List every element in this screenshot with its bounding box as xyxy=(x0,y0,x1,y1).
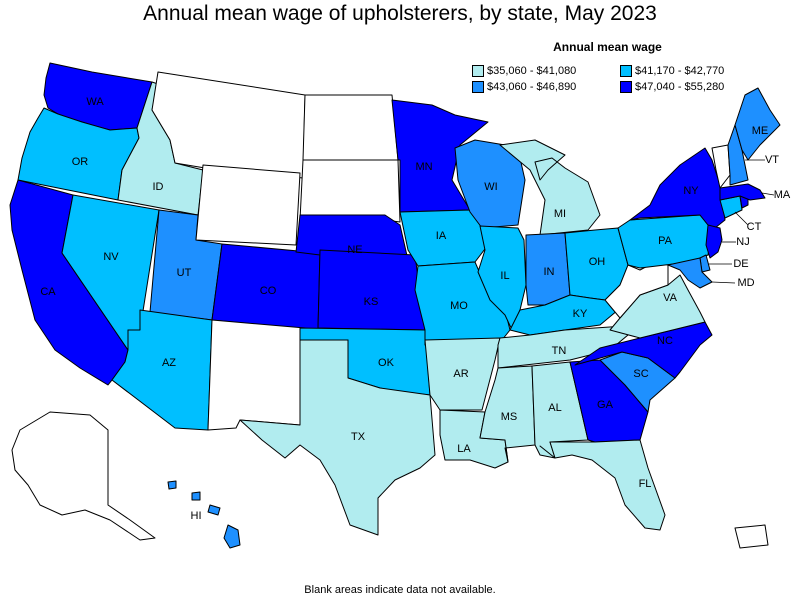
label-GA: GA xyxy=(597,399,614,411)
label-IA: IA xyxy=(436,230,447,242)
label-KY: KY xyxy=(573,308,588,320)
label-VT: VT xyxy=(765,154,779,166)
legend-item-tier4: $47,040 - $55,280 xyxy=(620,81,724,93)
state-HI-oahu[interactable] xyxy=(191,491,201,501)
state-MT[interactable] xyxy=(151,71,306,179)
state-HI[interactable] xyxy=(223,524,241,549)
label-TX: TX xyxy=(351,431,366,443)
legend-title: Annual mean wage xyxy=(553,40,662,54)
label-LA: LA xyxy=(457,443,471,455)
label-NE: NE xyxy=(347,244,362,256)
label-PA: PA xyxy=(658,235,673,247)
label-ID: ID xyxy=(153,181,164,193)
label-MS: MS xyxy=(501,411,518,423)
label-AL: AL xyxy=(548,402,561,414)
label-VA: VA xyxy=(663,292,678,304)
label-WI: WI xyxy=(484,181,497,193)
label-FL: FL xyxy=(639,478,652,490)
state-KS[interactable] xyxy=(317,249,426,331)
legend-item-tier3: $43,060 - $46,890 xyxy=(472,81,576,93)
state-NJ[interactable] xyxy=(705,224,723,259)
label-CA: CA xyxy=(40,286,56,298)
label-NY: NY xyxy=(683,185,699,197)
label-IN: IN xyxy=(544,266,555,278)
label-MD: MD xyxy=(737,277,754,289)
label-NC: NC xyxy=(657,335,673,347)
label-NV: NV xyxy=(103,251,119,263)
label-SC: SC xyxy=(633,368,648,380)
legend-swatch-tier1 xyxy=(472,65,484,77)
state-SD[interactable] xyxy=(299,159,401,223)
label-UT: UT xyxy=(177,267,192,279)
state-HI-kauai[interactable] xyxy=(167,480,177,490)
label-OH: OH xyxy=(589,256,606,268)
leader-CT xyxy=(734,211,749,226)
label-CO: CO xyxy=(260,285,277,297)
state-MI[interactable] xyxy=(499,139,601,236)
legend-swatch-tier3 xyxy=(472,81,484,93)
legend-swatch-tier4 xyxy=(620,81,632,93)
state-WY[interactable] xyxy=(195,164,301,246)
label-MN: MN xyxy=(415,161,432,173)
state-ND[interactable] xyxy=(302,94,399,161)
state-VT[interactable] xyxy=(711,144,731,189)
state-HI-maui[interactable] xyxy=(207,504,221,516)
label-DE: DE xyxy=(733,258,748,270)
map-title: Annual mean wage of upholsterers, by sta… xyxy=(143,2,657,25)
legend-label-tier4: $47,040 - $55,280 xyxy=(635,81,725,93)
state-WV[interactable] xyxy=(604,261,669,319)
state-NC[interactable] xyxy=(574,321,713,379)
label-NJ: NJ xyxy=(736,236,749,248)
leader-MA xyxy=(761,192,775,196)
state-ME[interactable] xyxy=(734,87,781,161)
state-MA[interactable] xyxy=(719,183,766,201)
legend-label-tier1: $35,060 - $41,080 xyxy=(487,65,577,77)
label-KS: KS xyxy=(364,296,379,308)
legend-item-tier2: $41,170 - $42,770 xyxy=(620,65,724,77)
label-AR: AR xyxy=(453,368,468,380)
label-IL: IL xyxy=(500,270,509,282)
state-WI[interactable] xyxy=(454,139,526,229)
label-HI: HI xyxy=(191,510,202,522)
label-WA: WA xyxy=(86,96,104,108)
state-PA[interactable] xyxy=(617,214,713,269)
leader-MD xyxy=(711,281,736,284)
label-ME: ME xyxy=(752,125,769,137)
legend-label-tier2: $41,170 - $42,770 xyxy=(635,65,725,77)
state-PR[interactable] xyxy=(734,524,769,549)
label-MO: MO xyxy=(450,300,468,312)
state-NM[interactable] xyxy=(207,319,306,431)
state-MN[interactable] xyxy=(391,99,489,213)
label-TN: TN xyxy=(552,345,567,357)
label-OR: OR xyxy=(72,156,89,168)
state-FL[interactable] xyxy=(539,439,666,531)
footer-note: Blank areas indicate data not available. xyxy=(304,584,496,596)
state-TX[interactable] xyxy=(239,339,436,536)
label-MI: MI xyxy=(554,208,566,220)
legend-swatch-tier2 xyxy=(620,65,632,77)
state-MD[interactable] xyxy=(667,257,713,289)
state-AK[interactable] xyxy=(11,411,156,541)
legend-label-tier3: $43,060 - $46,890 xyxy=(487,81,577,93)
label-MA: MA xyxy=(774,189,791,201)
label-OK: OK xyxy=(378,357,395,369)
label-CT: CT xyxy=(747,221,762,233)
legend-item-tier1: $35,060 - $41,080 xyxy=(472,65,576,77)
label-AZ: AZ xyxy=(162,357,176,369)
